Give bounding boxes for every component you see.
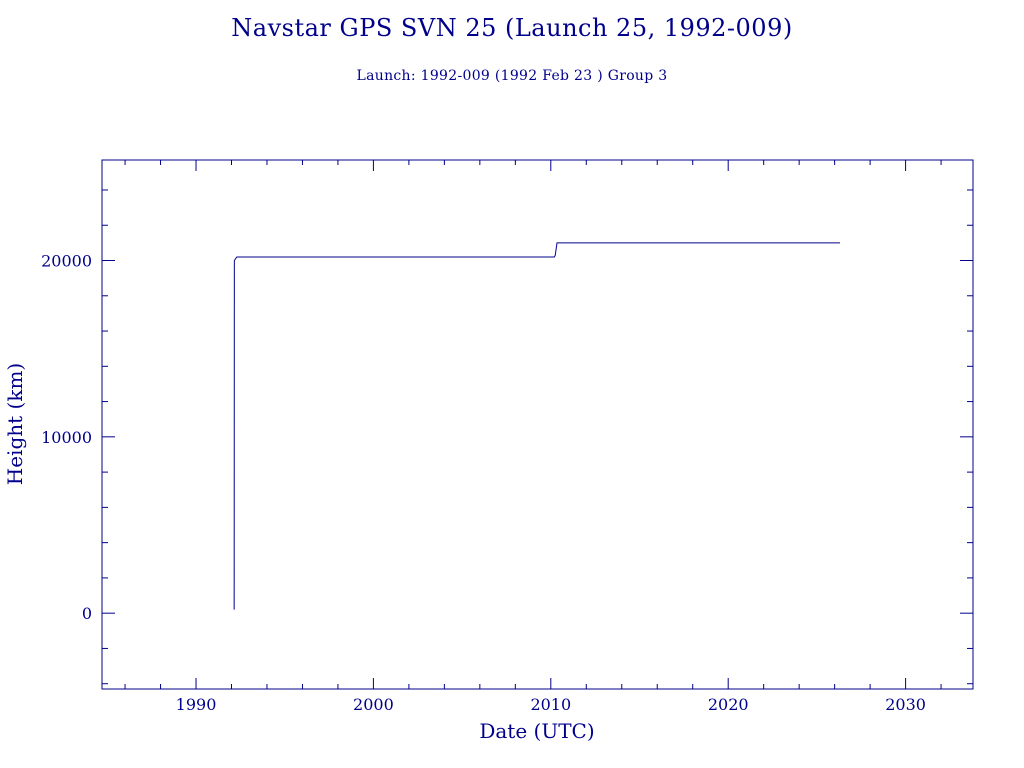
y-tick-label: 10000: [41, 428, 92, 447]
y-tick-label: 0: [82, 604, 92, 623]
data-series: [233, 242, 840, 610]
series-line-0: [233, 242, 840, 610]
y-axis-label: Height (km): [3, 363, 27, 485]
x-axis-label: Date (UTC): [479, 719, 594, 743]
y-tick-label: 20000: [41, 252, 92, 271]
page-title: Navstar GPS SVN 25 (Launch 25, 1992-009): [231, 14, 793, 42]
tick-labels: 1990 2000 2010 2020 2030 0 10000 20000: [41, 252, 926, 714]
x-tick-label: 2010: [530, 695, 571, 714]
x-tick-label: 2000: [353, 695, 394, 714]
plot-frame: [101, 159, 974, 690]
axis-ticks: [102, 160, 973, 689]
x-tick-label: 2030: [885, 695, 926, 714]
page-subtitle: Launch: 1992-009 (1992 Feb 23 ) Group 3: [356, 68, 668, 84]
x-tick-label: 1990: [176, 695, 217, 714]
x-tick-label: 2020: [708, 695, 749, 714]
